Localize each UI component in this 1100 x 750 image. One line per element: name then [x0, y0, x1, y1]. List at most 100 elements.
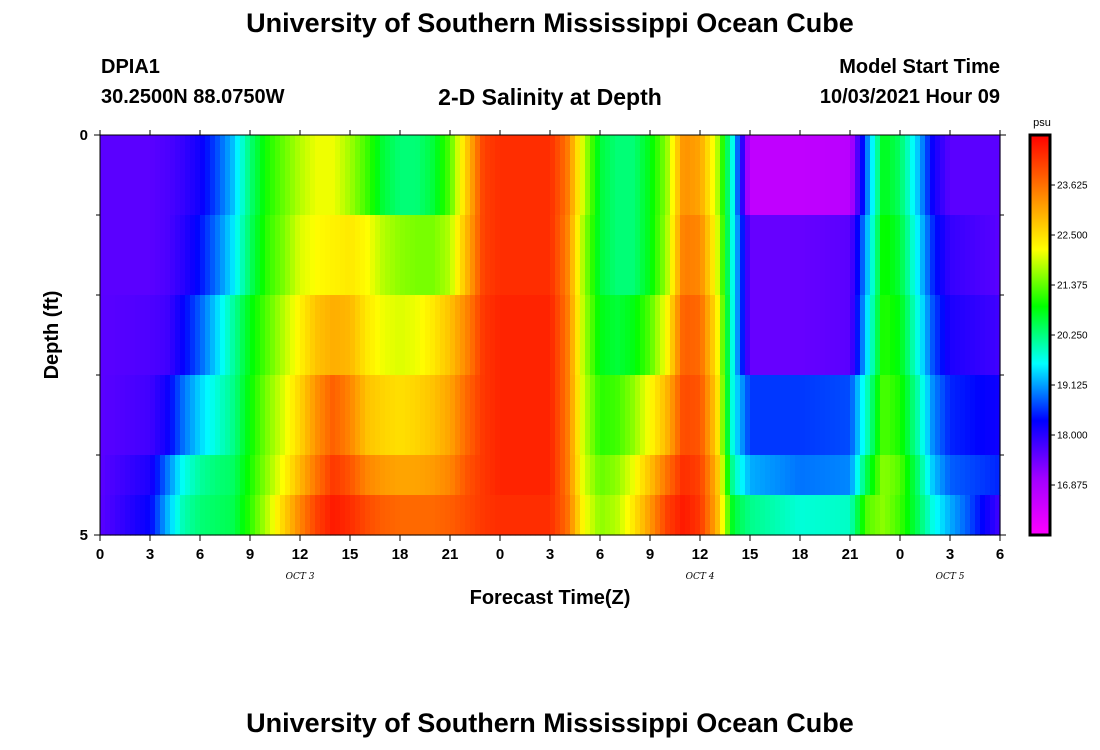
- x-tick-label: 3: [946, 546, 954, 563]
- heatmap-cell: [195, 495, 201, 536]
- heatmap-cell: [520, 455, 526, 496]
- heatmap-cell: [795, 135, 801, 216]
- heatmap-cell: [710, 455, 716, 496]
- heatmap-cell: [270, 375, 276, 456]
- heatmap-cell: [790, 135, 796, 216]
- heatmap-cell: [180, 135, 186, 216]
- heatmap-cell: [965, 295, 971, 376]
- heatmap-cell: [615, 495, 621, 536]
- heatmap-cell: [410, 455, 416, 496]
- heatmap-cell: [475, 455, 481, 496]
- heatmap-cell: [750, 135, 756, 216]
- heatmap-cell: [600, 215, 606, 296]
- heatmap-cell: [770, 295, 776, 376]
- heatmap-cell: [940, 295, 946, 376]
- heatmap-cell: [410, 495, 416, 536]
- heatmap-cell: [395, 295, 401, 376]
- heatmap-cell: [970, 135, 976, 216]
- heatmap-cell: [770, 375, 776, 456]
- heatmap-cell: [255, 495, 261, 536]
- heatmap-cell: [350, 455, 356, 496]
- heatmap-cell: [575, 135, 581, 216]
- heatmap-cell: [820, 295, 826, 376]
- heatmap-cell: [105, 495, 111, 536]
- heatmap-cell: [345, 135, 351, 216]
- heatmap-cell: [385, 135, 391, 216]
- heatmap-cell: [195, 375, 201, 456]
- heatmap-cell: [120, 295, 126, 376]
- heatmap-cell: [370, 295, 376, 376]
- heatmap-cell: [710, 375, 716, 456]
- heatmap-cell: [880, 295, 886, 376]
- heatmap-cell: [435, 295, 441, 376]
- heatmap-cell: [455, 215, 461, 296]
- heatmap-cell: [510, 495, 516, 536]
- heatmap-cell: [830, 495, 836, 536]
- heatmap-cell: [925, 295, 931, 376]
- heatmap-cell: [665, 375, 671, 456]
- heatmap-cell: [155, 215, 161, 296]
- heatmap-cell: [710, 135, 716, 216]
- heatmap-cell: [285, 455, 291, 496]
- heatmap-cell: [540, 375, 546, 456]
- heatmap-cell: [715, 375, 721, 456]
- heatmap-cell: [485, 495, 491, 536]
- heatmap-cell: [290, 295, 296, 376]
- heatmap-cell: [815, 295, 821, 376]
- heatmap-cell: [520, 375, 526, 456]
- heatmap-cell: [435, 215, 441, 296]
- heatmap-cell: [800, 455, 806, 496]
- heatmap-cell: [150, 375, 156, 456]
- heatmap-cell: [830, 455, 836, 496]
- heatmap-cell: [145, 455, 151, 496]
- heatmap-cell: [405, 495, 411, 536]
- heatmap-cell: [760, 135, 766, 216]
- heatmap-cell: [120, 135, 126, 216]
- heatmap-cell: [175, 495, 181, 536]
- heatmap-cell: [145, 215, 151, 296]
- heatmap-cell: [650, 135, 656, 216]
- heatmap-cell: [770, 455, 776, 496]
- heatmap-cell: [210, 135, 216, 216]
- heatmap-cell: [445, 495, 451, 536]
- heatmap-cell: [220, 135, 226, 216]
- heatmap-cell: [635, 215, 641, 296]
- heatmap-cell: [595, 495, 601, 536]
- heatmap-cell: [305, 215, 311, 296]
- heatmap-cell: [515, 215, 521, 296]
- heatmap-cell: [470, 295, 476, 376]
- heatmap-cell: [925, 495, 931, 536]
- heatmap-cell: [860, 375, 866, 456]
- heatmap-cell: [530, 215, 536, 296]
- heatmap-cell: [620, 215, 626, 296]
- heatmap-cell: [450, 375, 456, 456]
- heatmap-cell: [640, 495, 646, 536]
- heatmap-cell: [260, 295, 266, 376]
- heatmap-cell: [265, 495, 271, 536]
- heatmap-cell: [750, 295, 756, 376]
- heatmap-cell: [185, 455, 191, 496]
- heatmap-cell: [330, 215, 336, 296]
- heatmap-cell: [370, 495, 376, 536]
- heatmap-cell: [565, 495, 571, 536]
- heatmap-cell: [635, 375, 641, 456]
- heatmap-cell: [480, 135, 486, 216]
- heatmap-cell: [255, 455, 261, 496]
- heatmap-cell: [965, 215, 971, 296]
- heatmap-cell: [885, 295, 891, 376]
- heatmap-cell: [665, 455, 671, 496]
- heatmap-cell: [575, 455, 581, 496]
- heatmap-cell: [290, 135, 296, 216]
- heatmap-cell: [975, 135, 981, 216]
- heatmap-cell: [420, 455, 426, 496]
- heatmap-cell: [225, 135, 231, 216]
- heatmap-cell: [270, 135, 276, 216]
- station-id: DPIA1: [101, 56, 160, 78]
- heatmap-cell: [290, 455, 296, 496]
- heatmap-cell: [700, 375, 706, 456]
- heatmap-cell: [690, 295, 696, 376]
- heatmap-cell: [620, 375, 626, 456]
- heatmap-cell: [950, 135, 956, 216]
- heatmap-cell: [350, 215, 356, 296]
